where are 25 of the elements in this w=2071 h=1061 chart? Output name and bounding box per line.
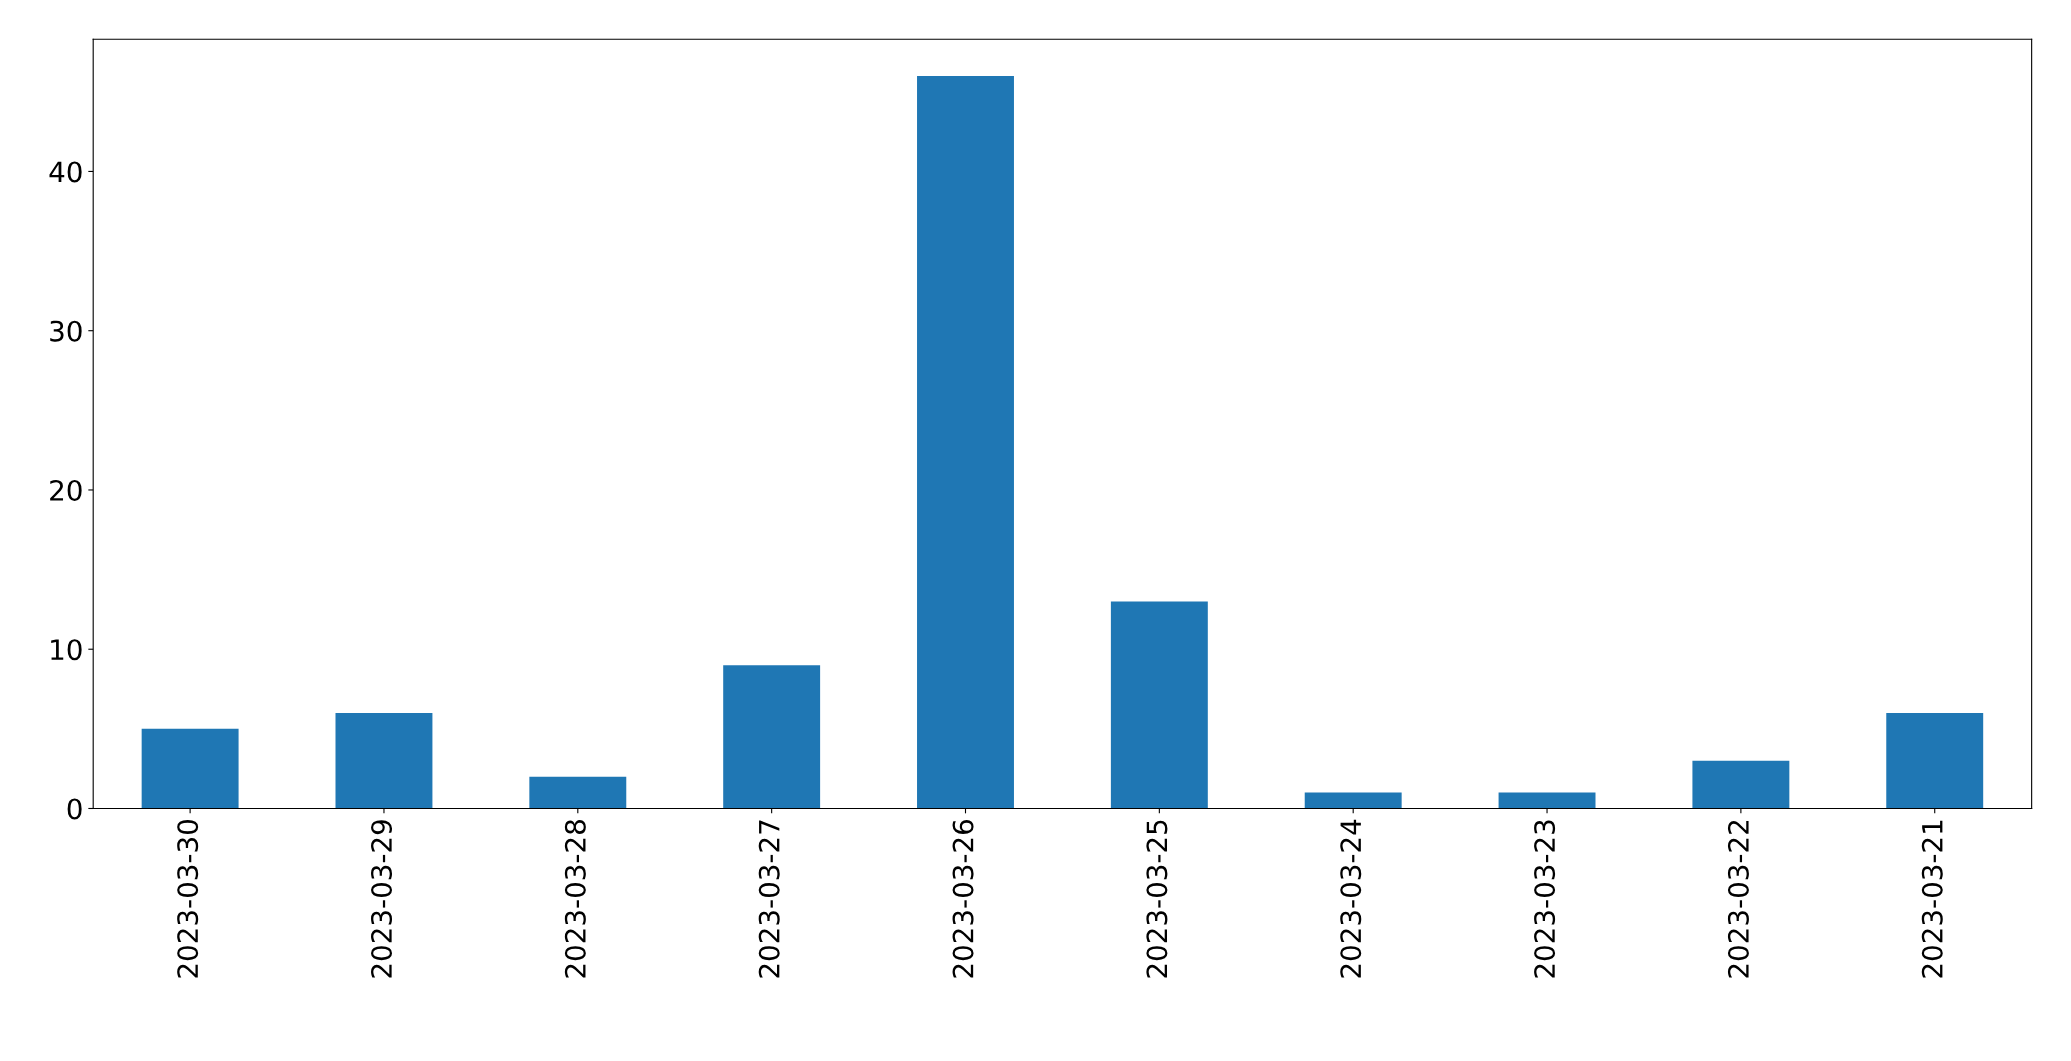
x-tick-label: 2023-03-29 [371,820,393,978]
bar [1886,712,1984,809]
x-tick-label: 2023-03-22 [1727,820,1749,978]
x-tick-label: 2023-03-26 [952,819,974,978]
y-tick-label: 40 [49,161,82,183]
x-tick-label: 2023-03-28 [564,820,586,978]
x-tick-label: 2023-03-21 [1921,820,1943,978]
y-tick-label: 10 [51,639,82,661]
bar [1498,792,1596,809]
y-tick-label: 0 [67,798,82,820]
bar [529,776,627,809]
x-tick-label: 2023-03-30 [177,820,199,978]
y-tick-label: 20 [50,479,82,501]
bar [723,665,821,809]
bar [1110,601,1208,809]
x-tick-label: 2023-03-27 [758,820,780,978]
x-tick-label: 2023-03-23 [1534,820,1556,978]
bar [141,728,239,809]
bar [917,75,1014,809]
x-tick-label: 2023-03-24 [1340,819,1362,978]
bar [1304,792,1402,809]
y-tick-label: 30 [50,320,82,342]
bar [335,712,433,809]
x-tick-label: 2023-03-25 [1146,820,1168,978]
bar [1692,760,1790,809]
